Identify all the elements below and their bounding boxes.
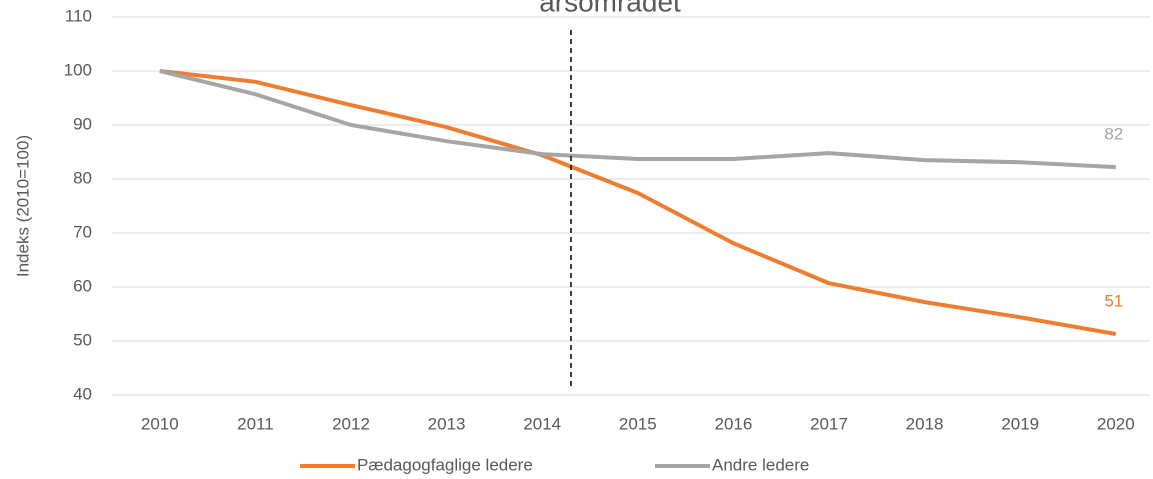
y-tick-label: 110 [65,6,92,25]
y-tick-label: 90 [73,114,92,133]
y-tick-label: 40 [73,384,92,403]
series-line [159,69,1117,336]
legend-label: Pædagogfaglige ledere [357,455,533,474]
data-label: 82 [1104,125,1123,144]
series-line [159,69,1116,170]
y-axis-label: Indeks (2010=100) [13,135,32,277]
x-tick-label: 2015 [619,414,657,433]
y-tick-label: 80 [73,168,92,187]
x-tick-label: 2010 [141,414,179,433]
data-label: 51 [1104,291,1123,310]
x-tick-label: 2013 [428,414,466,433]
x-tick-label: 2020 [1097,414,1135,433]
x-tick-label: 2012 [332,414,370,433]
legend-label: Andre ledere [712,455,809,474]
y-tick-label: 100 [64,60,92,79]
x-tick-label: 2017 [810,414,848,433]
x-tick-label: 2019 [1001,414,1039,433]
y-tick-label: 50 [73,330,92,349]
x-tick-label: 2018 [906,414,944,433]
x-tick-label: 2014 [523,414,561,433]
y-tick-label: 70 [73,222,92,241]
y-tick-label: 60 [73,276,92,295]
chart-title: årsområdet [539,0,681,17]
x-tick-label: 2016 [714,414,752,433]
x-tick-label: 2011 [237,414,274,433]
